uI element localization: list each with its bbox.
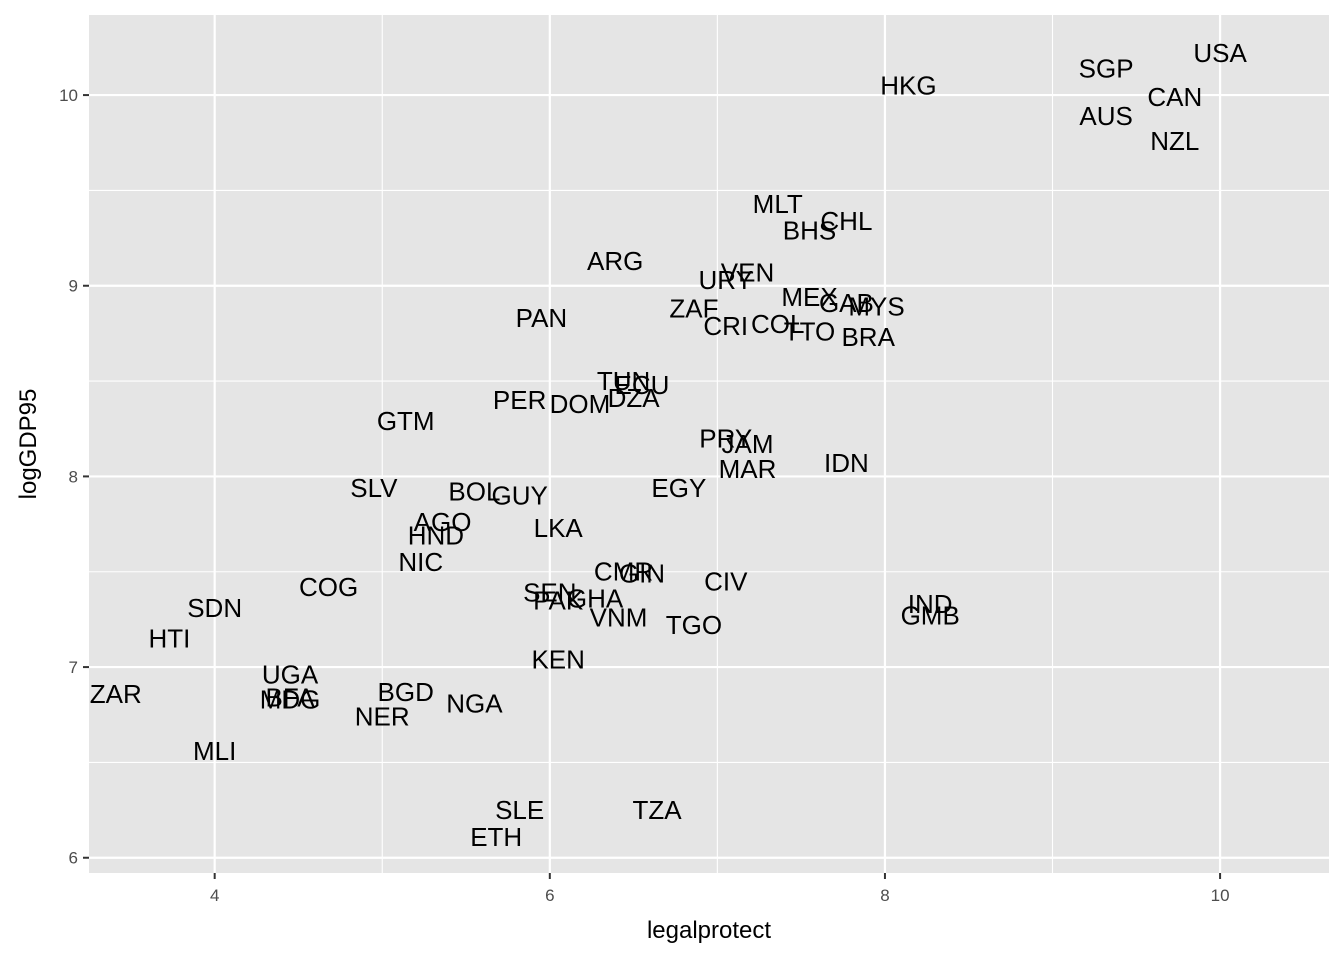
point-label-usa: USA (1193, 38, 1247, 68)
point-label-egy: EGY (651, 473, 706, 503)
point-label-can: CAN (1147, 82, 1202, 112)
point-label-hti: HTI (148, 623, 190, 653)
point-label-bol: BOL (448, 477, 500, 507)
point-label-uga: UGA (262, 660, 319, 690)
x-axis: 4 6 8 10 (210, 873, 1230, 905)
point-label-guy: GUY (491, 480, 547, 510)
plot-panel (89, 15, 1329, 873)
point-label-tun: TUN (597, 366, 650, 396)
point-label-ven: VEN (721, 257, 774, 287)
y-axis-title: logGDP95 (15, 389, 42, 500)
point-label-mys: MYS (848, 292, 904, 322)
y-tick-label: 9 (69, 277, 78, 296)
point-label-mar: MAR (719, 454, 777, 484)
point-label-arg: ARG (587, 246, 643, 276)
point-label-hnd: HND (408, 521, 464, 551)
point-label-ken: KEN (531, 644, 584, 674)
x-tick-label: 6 (545, 886, 554, 905)
y-tick-label: 8 (69, 467, 78, 486)
point-label-ecu: ECU (615, 370, 670, 400)
point-label-mli: MLI (193, 736, 236, 766)
point-label-eth: ETH (470, 822, 522, 852)
point-label-sen: SEN (523, 578, 576, 608)
point-label-tto: TTO (784, 317, 836, 347)
point-label-gmb: GMB (901, 601, 960, 631)
x-axis-title: legalprotect (647, 917, 771, 944)
point-label-gha: GHA (567, 583, 624, 613)
point-label-tgo: TGO (666, 610, 722, 640)
point-label-nzl: NZL (1150, 126, 1199, 156)
point-label-sgp: SGP (1079, 53, 1134, 83)
point-label-gtm: GTM (377, 406, 435, 436)
point-label-hkg: HKG (880, 71, 936, 101)
point-label-mdg: MDG (260, 684, 321, 714)
point-label-slv: SLV (350, 473, 398, 503)
point-label-gab: GAB (819, 288, 874, 318)
point-label-cmr: CMR (594, 557, 653, 587)
point-label-mex: MEX (781, 282, 837, 312)
point-label-ury: URY (699, 265, 753, 295)
point-label-cri: CRI (703, 311, 748, 341)
point-label-ago: AGO (414, 507, 472, 537)
point-label-civ: CIV (704, 566, 748, 596)
y-tick-label: 6 (69, 849, 78, 868)
y-axis: 6 7 8 9 10 (59, 86, 89, 868)
point-label-sle: SLE (495, 795, 544, 825)
point-label-per: PER (493, 385, 546, 415)
point-label-sdn: SDN (187, 593, 242, 623)
point-label-lka: LKA (534, 513, 584, 543)
point-label-bfa: BFA (266, 683, 316, 713)
point-label-vnm: VNM (590, 603, 648, 633)
x-tick-label: 10 (1211, 886, 1230, 905)
point-label-aus: AUS (1079, 101, 1132, 131)
point-label-tza: TZA (632, 795, 682, 825)
x-tick-label: 4 (210, 886, 219, 905)
point-label-col: COL (751, 309, 804, 339)
point-label-idn: IDN (824, 448, 869, 478)
point-label-ind: IND (908, 589, 953, 619)
point-label-mlt: MLT (753, 189, 803, 219)
minor-grid (89, 15, 1329, 873)
point-label-bra: BRA (841, 322, 895, 352)
point-label-cog: COG (299, 572, 358, 602)
point-label-chl: CHL (820, 206, 872, 236)
y-tick-label: 7 (69, 658, 78, 677)
y-tick-label: 10 (59, 86, 78, 105)
point-label-zaf: ZAF (669, 294, 718, 324)
point-label-bgd: BGD (378, 677, 434, 707)
point-label-dom: DOM (550, 389, 611, 419)
major-grid (89, 15, 1329, 873)
point-label-zar: ZAR (90, 679, 142, 709)
point-label-pak: PAK (533, 585, 584, 615)
point-label-jam: JAM (722, 429, 774, 459)
point-label-ner: NER (355, 702, 410, 732)
x-tick-label: 8 (880, 886, 889, 905)
point-label-gin: GIN (619, 559, 665, 589)
point-label-bhs: BHS (783, 215, 836, 245)
point-label-pry: PRY (699, 423, 752, 453)
point-label-dza: DZA (608, 383, 661, 413)
point-label-nic: NIC (398, 547, 443, 577)
point-label-pan: PAN (516, 303, 568, 333)
point-label-nga: NGA (446, 688, 503, 718)
